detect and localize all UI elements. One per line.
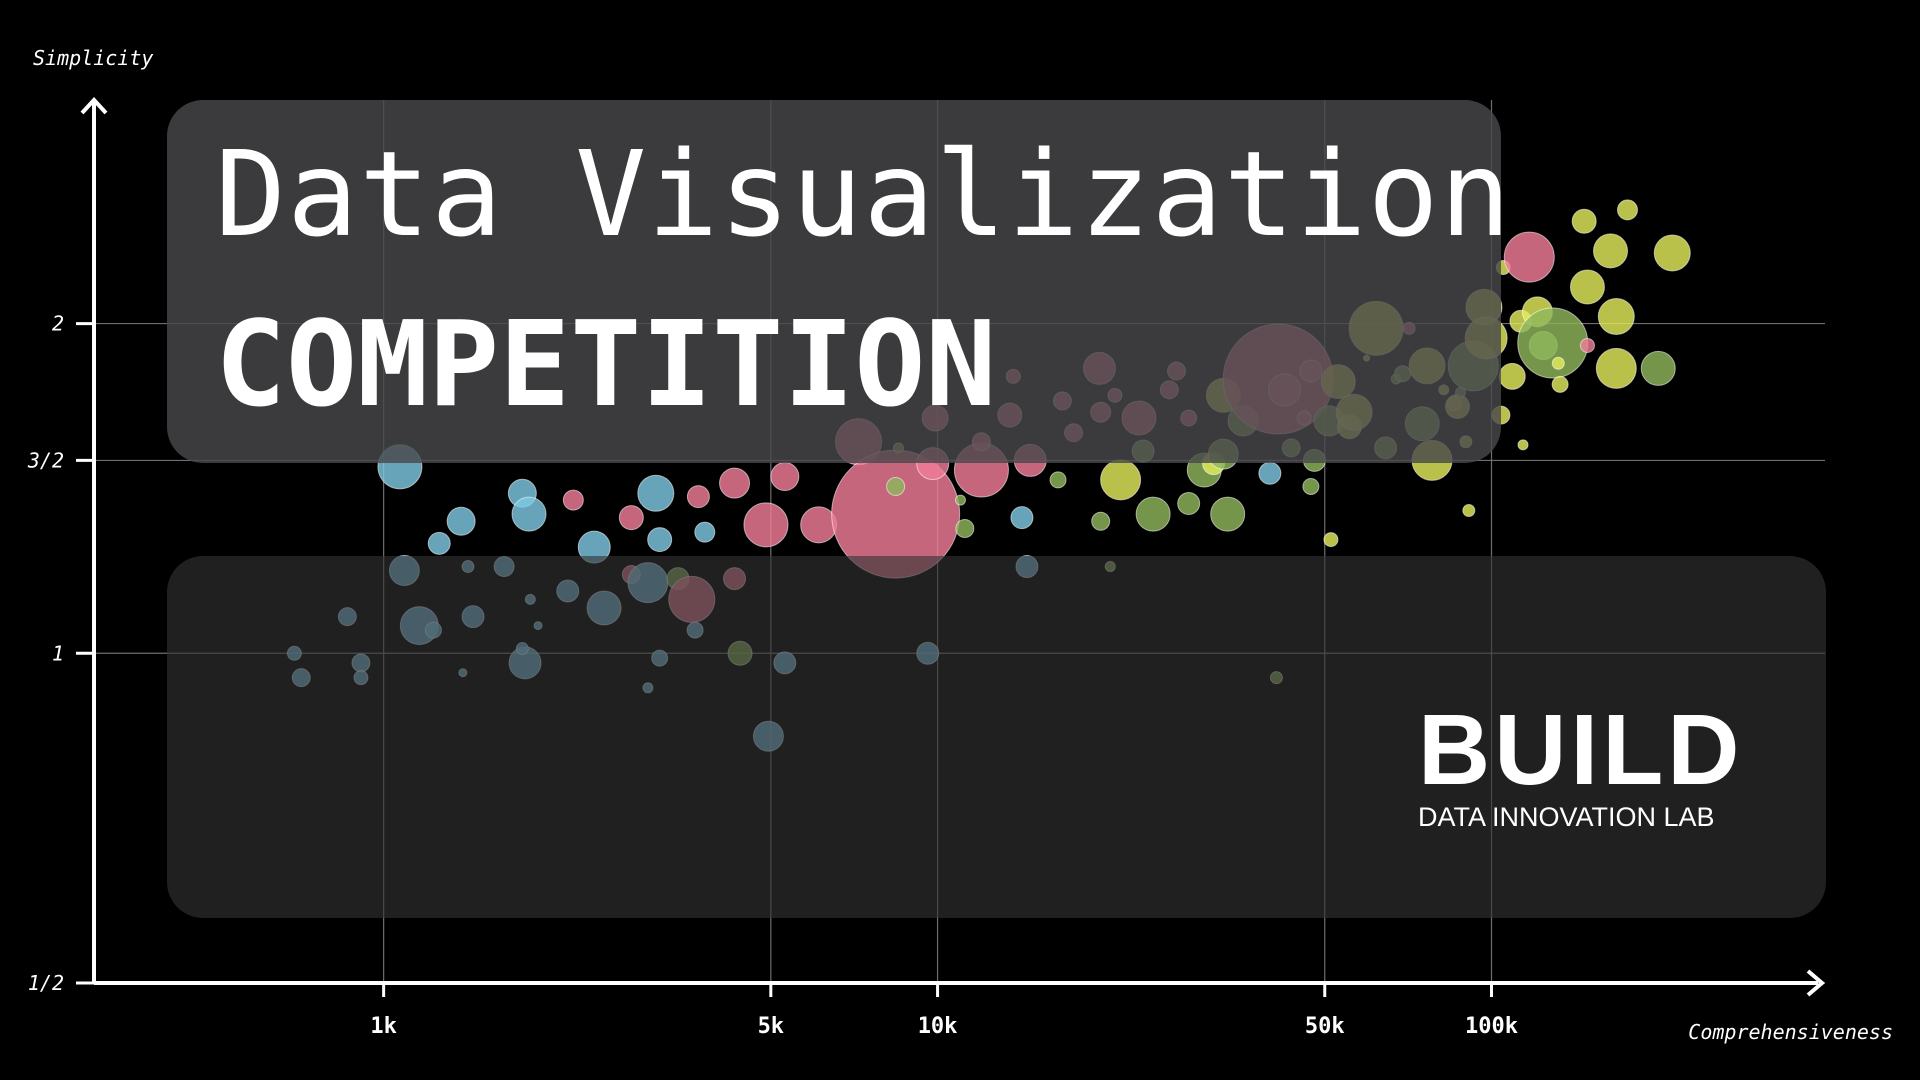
title-panel <box>167 100 1501 463</box>
y-axis-arrow <box>80 97 108 115</box>
title-line-1: Data Visualization <box>215 125 1512 263</box>
bubble-point <box>1100 459 1142 501</box>
bubble-point <box>511 496 547 532</box>
bubble-point <box>1135 496 1171 532</box>
x-tick-label: 1k <box>370 1014 397 1039</box>
bubble-point <box>1517 307 1589 379</box>
bubble-point <box>1177 492 1201 516</box>
bubble-point <box>1579 337 1595 353</box>
bubble-point <box>1258 461 1282 485</box>
bubble-point <box>1640 350 1676 386</box>
x-tick-label: 5k <box>758 1014 785 1039</box>
bubble-point <box>1653 234 1691 272</box>
bubble-point <box>770 462 800 492</box>
y-axis-title: Simplicity <box>33 46 153 70</box>
bubble-point <box>1551 356 1565 370</box>
brand-subtitle: DATA INNOVATION LAB <box>1418 802 1715 832</box>
bubble-point <box>1462 504 1476 518</box>
bubble-point <box>1210 496 1246 532</box>
bubble-point <box>1569 269 1605 305</box>
x-tick-label: 10k <box>918 1014 958 1039</box>
bubble-point <box>1010 506 1034 530</box>
bubble-point <box>1517 439 1529 451</box>
bubble-point <box>954 494 966 506</box>
bubble-point <box>1503 231 1555 283</box>
bubble-point <box>1091 511 1111 531</box>
brand-logo: BUILD DATA INNOVATION LAB <box>1418 700 1744 833</box>
bubble-point <box>1616 199 1638 221</box>
x-axis-title: Comprehensiveness <box>1688 1020 1893 1044</box>
y-tick-label: 1 <box>52 641 64 665</box>
bubble-point <box>618 505 644 531</box>
bubble-point <box>886 476 906 496</box>
x-tick-label: 100k <box>1465 1014 1518 1039</box>
bubble-point <box>1551 375 1569 393</box>
bubble-point <box>1498 362 1526 390</box>
x-axis-arrow <box>1806 969 1826 997</box>
axes <box>80 97 1826 997</box>
y-tick-label: 3/2 <box>27 448 64 472</box>
x-tick-label: 50k <box>1305 1014 1345 1039</box>
brand-panel <box>167 556 1826 918</box>
bubble-point <box>637 474 675 512</box>
title-line-2: COMPETITION <box>215 295 997 433</box>
bubble-point <box>562 489 584 511</box>
bubble-point <box>1597 297 1635 335</box>
y-tick-label: 1/2 <box>28 971 64 995</box>
bubble-point <box>743 502 789 548</box>
bubble-point <box>647 527 673 553</box>
ticks: 1k 5k 10k 50k 100k 1/2 1 3/2 2 <box>27 312 1518 1039</box>
bubble-point <box>1302 477 1320 495</box>
bubble-point <box>955 518 975 538</box>
bubble-point <box>694 521 716 543</box>
bubble-point <box>686 485 710 509</box>
bubble-point <box>1593 233 1629 269</box>
bubble-point <box>1049 471 1067 489</box>
bubble-point <box>719 467 751 499</box>
y-tick-label: 2 <box>52 312 64 336</box>
brand-name: BUILD <box>1418 694 1744 806</box>
bubble-point <box>1595 347 1637 389</box>
bubble-point <box>1323 532 1339 548</box>
bubble-point <box>427 531 451 555</box>
bubble-point <box>1571 208 1597 234</box>
bubble-point <box>446 506 476 536</box>
